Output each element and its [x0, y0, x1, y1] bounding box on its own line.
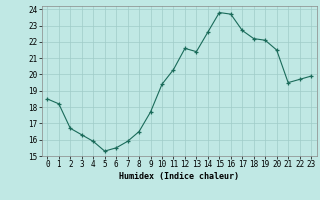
- X-axis label: Humidex (Indice chaleur): Humidex (Indice chaleur): [119, 172, 239, 181]
